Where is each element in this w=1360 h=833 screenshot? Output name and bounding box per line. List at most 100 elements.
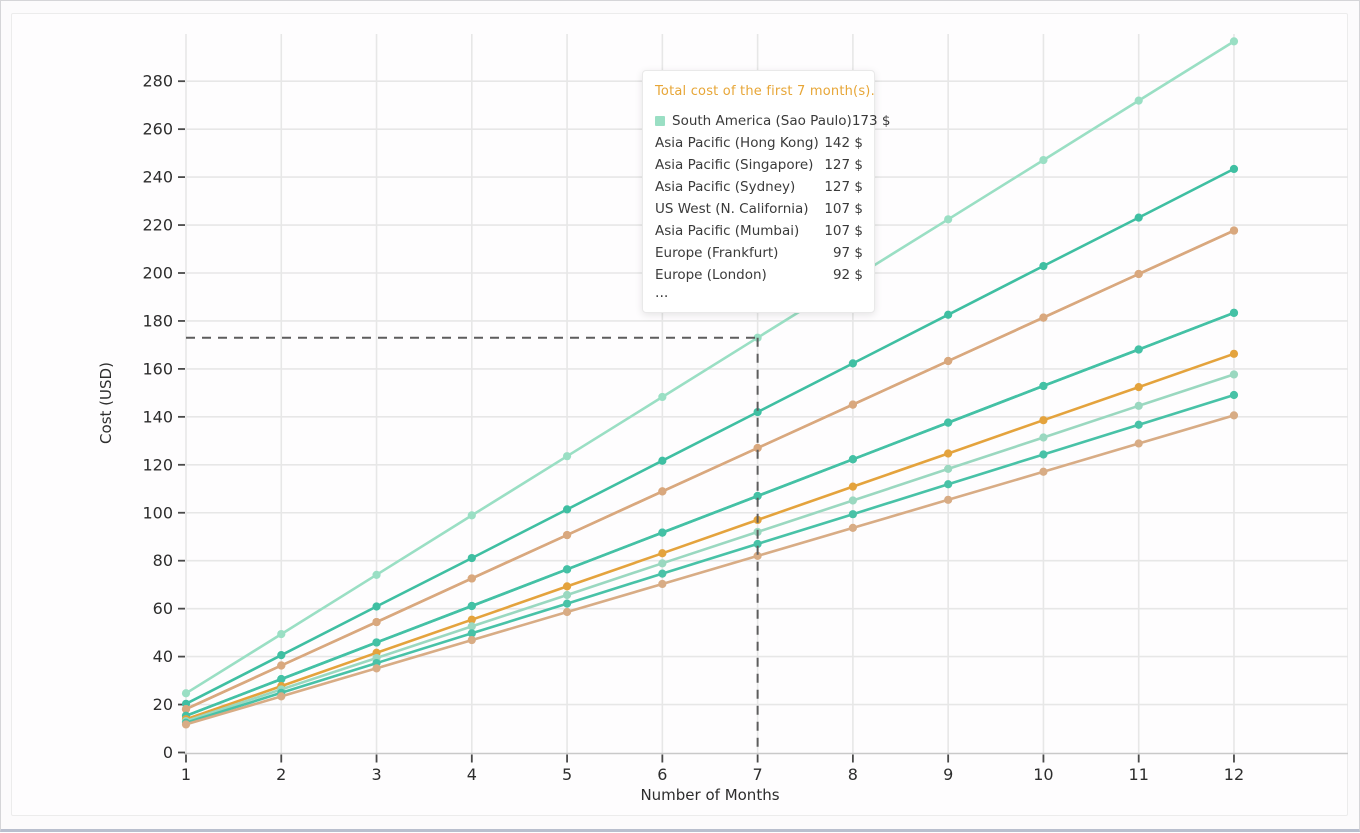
data-point[interactable] — [658, 579, 667, 589]
data-point[interactable] — [562, 565, 572, 574]
data-point[interactable] — [1134, 439, 1143, 448]
data-point[interactable] — [1134, 213, 1143, 222]
y-tick-label: 180 — [142, 311, 173, 330]
data-point[interactable] — [658, 456, 667, 465]
data-point[interactable] — [372, 570, 381, 579]
data-point[interactable] — [467, 629, 476, 638]
data-point[interactable] — [1039, 313, 1048, 322]
data-point[interactable] — [848, 482, 857, 491]
data-point[interactable] — [277, 692, 286, 701]
data-point[interactable] — [753, 551, 762, 561]
data-point[interactable] — [1134, 383, 1143, 392]
data-point[interactable] — [1039, 467, 1048, 476]
data-point[interactable] — [753, 491, 762, 501]
data-point[interactable] — [1039, 155, 1048, 165]
tooltip-row: Asia Pacific (Hong Kong) 142 $ — [655, 132, 863, 154]
data-point[interactable] — [1039, 261, 1048, 271]
data-point[interactable] — [1229, 349, 1239, 358]
y-tick-label: 260 — [142, 120, 173, 139]
data-point[interactable] — [467, 511, 476, 520]
data-point[interactable] — [944, 495, 953, 504]
data-point[interactable] — [277, 661, 286, 670]
data-point[interactable] — [277, 629, 286, 639]
data-point[interactable] — [848, 523, 857, 532]
data-point[interactable] — [372, 664, 381, 673]
data-point[interactable] — [467, 574, 476, 583]
tooltip-row-label: Europe (Frankfurt) — [655, 245, 778, 261]
data-point[interactable] — [658, 559, 667, 568]
data-point[interactable] — [1039, 433, 1048, 442]
tooltip-row: Asia Pacific (Singapore) 127 $ — [655, 154, 863, 176]
data-point[interactable] — [848, 359, 857, 368]
data-point[interactable] — [181, 720, 191, 729]
data-point[interactable] — [658, 569, 667, 578]
data-point[interactable] — [753, 539, 762, 549]
data-point[interactable] — [1134, 345, 1143, 354]
data-point[interactable] — [753, 443, 762, 453]
tooltip-more-indicator: ... — [655, 285, 669, 301]
data-point[interactable] — [1134, 96, 1143, 105]
data-point[interactable] — [562, 452, 572, 461]
data-point[interactable] — [467, 635, 476, 645]
data-point[interactable] — [848, 400, 857, 409]
data-point[interactable] — [944, 449, 953, 458]
data-point[interactable] — [944, 356, 953, 366]
data-point[interactable] — [1229, 390, 1239, 400]
data-point[interactable] — [848, 510, 857, 519]
region-name: Asia Pacific (Sydney) — [655, 179, 796, 195]
data-point[interactable] — [467, 622, 476, 631]
tooltip-row-label: Asia Pacific (Singapore) — [655, 157, 813, 173]
y-tick-label: 60 — [153, 599, 173, 618]
data-point[interactable] — [658, 549, 667, 558]
data-point[interactable] — [562, 530, 572, 540]
data-point[interactable] — [467, 553, 476, 563]
data-point[interactable] — [944, 215, 953, 224]
data-point[interactable] — [658, 392, 667, 402]
data-point[interactable] — [372, 638, 381, 647]
data-point[interactable] — [1134, 269, 1143, 279]
data-point[interactable] — [1039, 416, 1048, 425]
data-point[interactable] — [1229, 164, 1239, 174]
y-tick-label: 120 — [142, 455, 173, 474]
data-point[interactable] — [848, 455, 857, 464]
chart-tooltip: Total cost of the first 7 month(s). Sout… — [642, 70, 890, 313]
data-point[interactable] — [277, 675, 286, 684]
data-point[interactable] — [181, 689, 191, 698]
data-point[interactable] — [1039, 450, 1048, 459]
data-point[interactable] — [181, 705, 191, 714]
data-point[interactable] — [562, 599, 572, 608]
data-point[interactable] — [658, 528, 667, 537]
data-point[interactable] — [1229, 308, 1239, 317]
data-point[interactable] — [562, 607, 572, 617]
region-cost-value: 97 $ — [832, 245, 863, 261]
data-point[interactable] — [467, 615, 476, 624]
data-point[interactable] — [562, 505, 572, 514]
tooltip-row: Europe (Frankfurt) 97 $ — [655, 242, 863, 264]
data-point[interactable] — [1229, 411, 1239, 420]
data-point[interactable] — [372, 602, 381, 611]
x-tick-label: 4 — [467, 765, 477, 784]
data-point[interactable] — [944, 418, 953, 427]
data-point[interactable] — [1134, 401, 1143, 410]
data-point[interactable] — [1039, 381, 1048, 391]
data-point[interactable] — [658, 487, 667, 496]
data-point[interactable] — [1229, 226, 1239, 235]
x-axis-title: Number of Months — [640, 786, 779, 804]
data-point[interactable] — [372, 617, 381, 627]
data-point[interactable] — [1229, 370, 1239, 379]
data-point[interactable] — [562, 590, 572, 600]
cost-series-line — [184, 352, 1236, 721]
data-point[interactable] — [277, 651, 286, 660]
data-point[interactable] — [1134, 420, 1143, 429]
data-point[interactable] — [848, 496, 857, 505]
tooltip-row-label: US West (N. California) — [655, 201, 809, 217]
data-point[interactable] — [562, 582, 572, 591]
tooltip-row-label: Asia Pacific (Sydney) — [655, 179, 795, 195]
data-point[interactable] — [467, 601, 476, 611]
data-point[interactable] — [753, 407, 762, 417]
data-point[interactable] — [944, 480, 953, 489]
data-point[interactable] — [944, 464, 953, 473]
data-point[interactable] — [1229, 37, 1239, 46]
data-point[interactable] — [944, 310, 953, 319]
